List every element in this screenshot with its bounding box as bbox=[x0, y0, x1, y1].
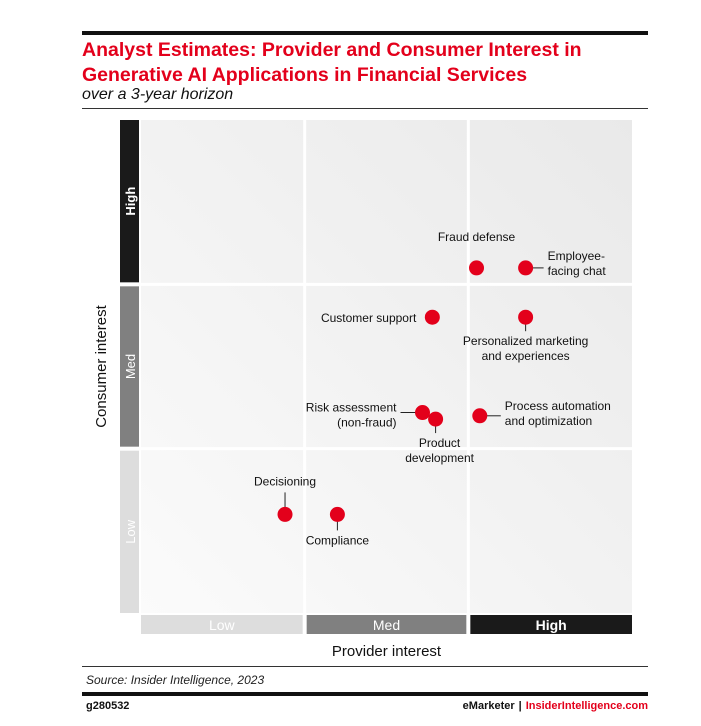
data-point bbox=[518, 260, 534, 276]
data-point bbox=[415, 405, 431, 421]
data-point-label: Fraud defense bbox=[438, 230, 516, 244]
bottom-rule bbox=[82, 692, 648, 696]
top-rule bbox=[82, 31, 648, 35]
y-level-label-high: High bbox=[123, 187, 138, 216]
chart-title: Analyst Estimates: Provider and Consumer… bbox=[82, 39, 582, 86]
data-point bbox=[329, 506, 345, 522]
data-point-label: Product development bbox=[405, 436, 474, 465]
x-level-band-high bbox=[470, 615, 632, 634]
data-point-label: Decisioning bbox=[254, 474, 316, 488]
x-axis-title: Provider interest bbox=[332, 643, 442, 660]
x-level-label-med: Med bbox=[373, 617, 400, 633]
data-point bbox=[469, 260, 485, 276]
y-level-band-high bbox=[120, 120, 139, 283]
brand-line: eMarketer | InsiderIntelligence.com bbox=[463, 700, 648, 712]
data-point-label: Process automation and optimization bbox=[505, 399, 611, 428]
y-axis-title: Consumer interest bbox=[93, 304, 110, 427]
x-level-label-low: Low bbox=[209, 617, 236, 633]
data-point-label: Personalized marketing and experiences bbox=[463, 334, 588, 363]
y-level-label-med: Med bbox=[123, 354, 138, 379]
title-divider bbox=[82, 108, 648, 109]
y-level-band-med bbox=[120, 286, 139, 447]
data-point-label: Customer support bbox=[321, 311, 417, 325]
footer-divider bbox=[82, 666, 648, 667]
chart-subtitle: over a 3-year horizon bbox=[82, 86, 234, 103]
y-level-band-low bbox=[120, 450, 139, 613]
brand-site-link[interactable]: InsiderIntelligence.com bbox=[525, 700, 648, 712]
x-level-band-med bbox=[306, 615, 467, 634]
brand-name: eMarketer bbox=[462, 700, 515, 712]
data-point bbox=[518, 309, 534, 325]
data-point-label: Employee-facing chat bbox=[548, 249, 607, 278]
data-point-label: Compliance bbox=[306, 533, 370, 547]
data-point-label: Risk assessment (non-fraud) bbox=[306, 401, 397, 430]
chart-code: g280532 bbox=[86, 700, 130, 712]
data-point bbox=[472, 408, 488, 424]
brand-separator: | bbox=[518, 700, 522, 712]
x-level-label-high: High bbox=[536, 617, 567, 633]
source-note: Source: Insider Intelligence, 2023 bbox=[86, 673, 265, 687]
data-point bbox=[424, 309, 440, 325]
data-point bbox=[277, 506, 293, 522]
data-point bbox=[428, 411, 444, 427]
plot-area bbox=[141, 120, 632, 613]
y-level-label-low: Low bbox=[123, 519, 138, 543]
x-level-band-low bbox=[141, 615, 303, 634]
